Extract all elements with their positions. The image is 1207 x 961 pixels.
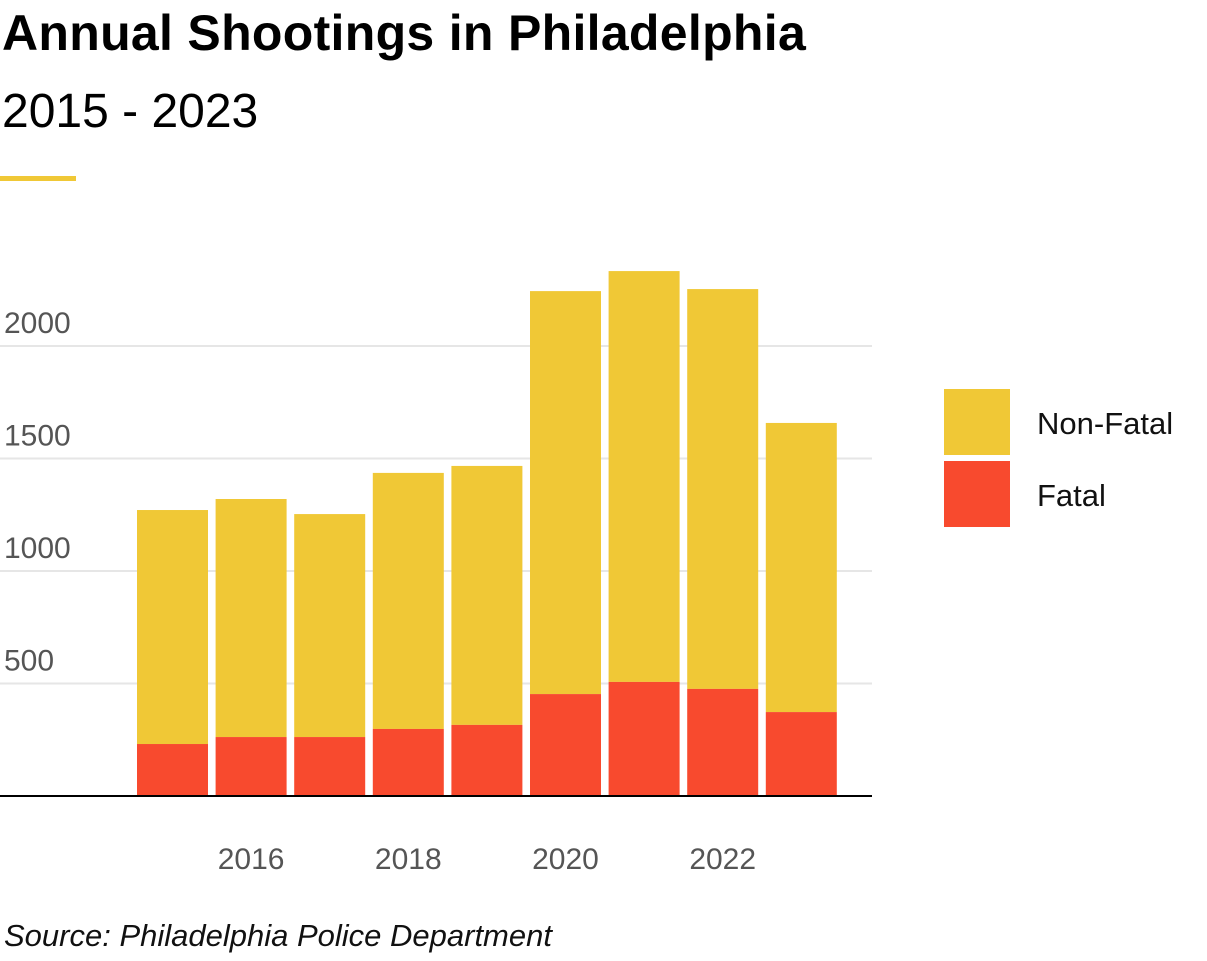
bar-fatal-2018 (372, 728, 444, 796)
x-tick-label: 2016 (218, 843, 285, 876)
bar-non-fatal-2019 (451, 465, 523, 725)
bar-non-fatal-2020 (530, 291, 601, 695)
y-tick-label: 1000 (4, 532, 71, 565)
x-tick-label: 2022 (689, 843, 756, 876)
bar-fatal-2016 (215, 737, 287, 796)
legend-label: Non-Fatal (1037, 406, 1173, 441)
chart-subtitle: 2015 - 2023 (2, 85, 259, 138)
bar-fatal-2019 (451, 724, 523, 796)
x-tick-label: 2020 (532, 843, 599, 876)
bar-fatal-2022 (687, 688, 759, 796)
legend-swatch-fatal (944, 461, 1010, 527)
source-note: Source: Philadelphia Police Department (4, 918, 552, 953)
bar-non-fatal-2023 (765, 422, 837, 713)
accent-rule (0, 176, 76, 181)
bar-fatal-2021 (608, 681, 680, 796)
y-tick-label: 1500 (4, 420, 71, 453)
x-tick-label: 2018 (375, 843, 442, 876)
bar-non-fatal-2016 (215, 499, 287, 738)
bar-non-fatal-2022 (687, 289, 759, 689)
y-tick-label: 2000 (4, 307, 71, 340)
bar-fatal-2020 (530, 694, 601, 796)
y-tick-label: 500 (4, 645, 54, 678)
bar-non-fatal-2021 (608, 271, 680, 682)
legend-label: Fatal (1037, 478, 1106, 513)
bar-fatal-2017 (294, 737, 366, 796)
bar-non-fatal-2017 (294, 514, 366, 738)
bar-fatal-2015 (137, 744, 208, 796)
legend-swatch-non-fatal (944, 389, 1010, 455)
chart-title: Annual Shootings in Philadelphia (2, 5, 807, 61)
bar-non-fatal-2018 (372, 472, 444, 729)
bar-non-fatal-2015 (137, 510, 208, 745)
bar-fatal-2023 (765, 712, 837, 796)
